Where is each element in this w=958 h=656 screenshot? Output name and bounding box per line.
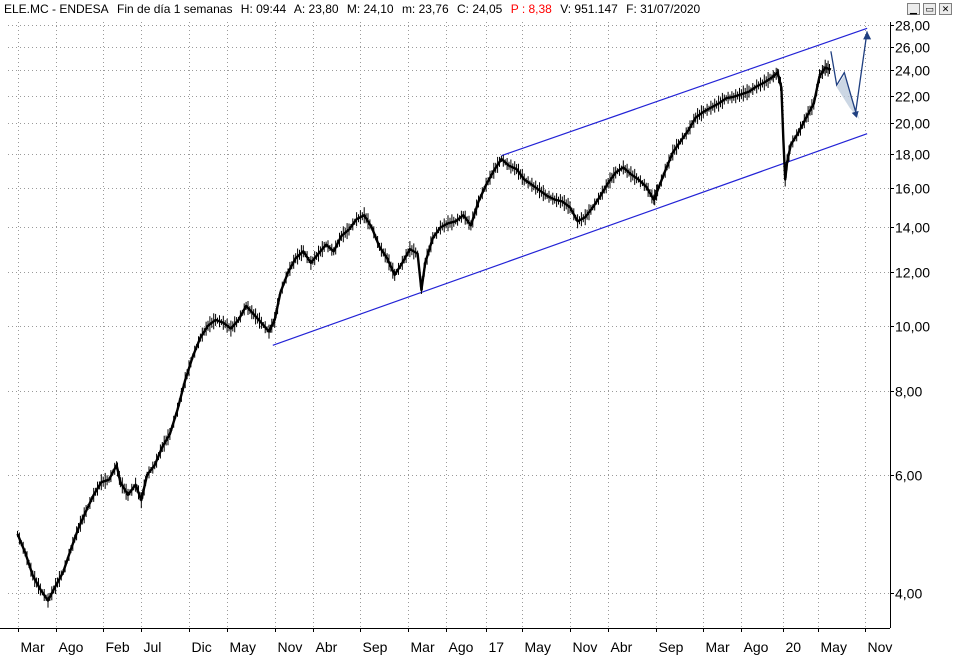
y-tick-label: 10,00 — [895, 319, 930, 335]
y-tick-label: 4,00 — [895, 586, 922, 602]
x-tick-label: 17 — [489, 639, 505, 655]
x-tick-label: May — [230, 639, 256, 655]
y-axis: 4,00 6,00 8,00 10,00 12,00 14,00 16,00 18,00 20,… — [890, 18, 930, 602]
volume-value: V: 951.147 — [560, 2, 618, 16]
close-value: C: 24,05 — [456, 2, 503, 16]
x-tick-label: Mar — [21, 639, 45, 655]
y-tick-label: 20,00 — [895, 116, 930, 132]
open-value: A: 23,80 — [293, 2, 339, 16]
date-value: F: 31/07/2020 — [626, 2, 701, 16]
x-tick-label: Ago — [59, 639, 84, 655]
projection-arrowhead-down — [851, 110, 859, 118]
x-tick-label: Nov — [278, 639, 303, 655]
projection — [830, 31, 872, 120]
y-tick-label: 18,00 — [895, 147, 930, 163]
y-tick-label: 16,00 — [895, 181, 930, 197]
x-tick-label: Sep — [659, 639, 684, 655]
y-tick-label: 12,00 — [895, 265, 930, 281]
y-tick-label: 8,00 — [895, 384, 922, 400]
y-tick-label: 22,00 — [895, 89, 930, 105]
x-tick-label: Mar — [411, 639, 435, 655]
low-value: m: 23,76 — [401, 2, 449, 16]
restore-button[interactable]: ▭ — [923, 3, 936, 15]
perf-value: P : 8,38 — [510, 2, 552, 16]
price-line — [16, 66, 832, 602]
window-controls: ▁ ▭ ✕ — [907, 3, 952, 15]
y-tick-label: 24,00 — [895, 63, 930, 79]
channel-upper-line — [501, 27, 868, 157]
x-tick-label: Feb — [106, 639, 130, 655]
x-tick-label: Sep — [363, 639, 388, 655]
x-axis: Mar Ago Feb Jul Dic May Nov Abr Sep Mar Ago 17 May No… — [18, 628, 893, 655]
close-button[interactable]: ✕ — [939, 3, 952, 15]
time-value: H: 09:44 — [240, 2, 287, 16]
x-tick-label: Ago — [744, 639, 769, 655]
projection-line — [830, 31, 868, 113]
x-tick-label: May — [525, 639, 551, 655]
x-tick-label: Ago — [449, 639, 474, 655]
y-tick-label: 6,00 — [895, 468, 922, 484]
x-tick-label: Jul — [144, 639, 162, 655]
trend-channel — [272, 27, 868, 346]
projection-shade — [836, 75, 860, 120]
x-tick-label: 20 — [786, 639, 802, 655]
x-tick-label: May — [821, 639, 847, 655]
x-tick-label: Abr — [316, 639, 338, 655]
projection-arrowhead — [863, 31, 872, 40]
price-series — [16, 59, 832, 608]
x-tick-label: Dic — [192, 639, 212, 655]
title-bar: ELE.MC - ENDESA Fin de día 1 semanas H: … — [4, 0, 954, 18]
y-tick-label: 26,00 — [895, 40, 930, 56]
x-tick-label: Nov — [868, 639, 893, 655]
y-tick-label: 14,00 — [895, 220, 930, 236]
symbol-label: ELE.MC - ENDESA — [4, 2, 109, 16]
timeframe-label: Fin de día 1 semanas — [117, 2, 233, 16]
x-tick-label: Mar — [706, 639, 730, 655]
channel-lower-line — [272, 133, 868, 346]
y-tick-label: 28,00 — [895, 18, 930, 34]
grid — [0, 22, 891, 629]
minimize-button[interactable]: ▁ — [907, 3, 920, 15]
high-value: M: 24,10 — [346, 2, 394, 16]
x-tick-label: Abr — [611, 639, 633, 655]
x-tick-label: Nov — [573, 639, 598, 655]
